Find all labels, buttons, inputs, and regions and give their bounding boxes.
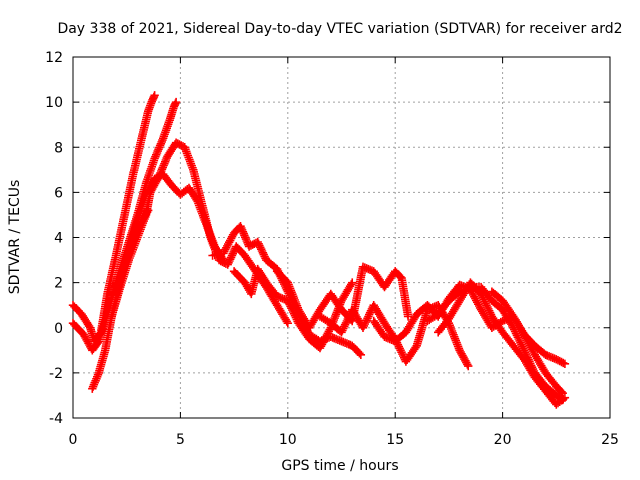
data-point-marker: [171, 97, 181, 107]
y-tick-label: 6: [54, 185, 63, 201]
y-tick-label: 0: [54, 321, 63, 337]
y-tick-label: -4: [49, 411, 63, 427]
data-point-marker: [348, 278, 357, 287]
data-point-marker: [150, 91, 159, 100]
data-point-marker: [560, 393, 570, 402]
x-axis-tick-labels: 0 5 10 15 20 25: [69, 432, 619, 448]
data-point-marker: [558, 388, 567, 398]
series-track-e: [111, 206, 153, 299]
axis-ticks: [72, 56, 611, 419]
data-point-marker: [464, 361, 473, 371]
chart-title: Day 338 of 2021, Sidereal Day-to-day VTE…: [57, 21, 622, 37]
y-tick-label: 10: [45, 95, 63, 111]
x-tick-label: 10: [279, 432, 297, 448]
data-point-marker: [403, 312, 413, 321]
x-tick-label: 15: [386, 432, 404, 448]
data-point-marker: [356, 350, 366, 360]
series-track-i: [315, 301, 473, 371]
data-point-marker: [560, 359, 570, 369]
data-series: [68, 91, 570, 409]
series-track-m: [487, 287, 567, 398]
data-point-marker: [557, 387, 566, 396]
x-tick-label: 0: [69, 432, 78, 448]
series-track-h: [272, 262, 413, 332]
y-tick-label: -2: [49, 366, 63, 382]
y-tick-label: 12: [45, 50, 63, 66]
series-track-g: [229, 264, 357, 353]
x-tick-label: 20: [494, 432, 512, 448]
data-point-marker: [143, 206, 153, 215]
grid-lines: [73, 57, 610, 418]
y-tick-label: 8: [54, 140, 63, 156]
y-tick-label: 4: [54, 231, 63, 247]
x-axis-label: GPS time / hours: [281, 458, 398, 474]
series-track-d: [107, 138, 292, 328]
y-tick-label: 2: [54, 276, 63, 292]
x-tick-label: 5: [176, 432, 185, 448]
y-axis-label: SDTVAR / TECUs: [7, 180, 23, 295]
y-axis-tick-labels: -4 -2 0 2 4 6 8 10 12: [45, 50, 63, 427]
x-tick-label: 25: [601, 432, 619, 448]
series-track-l: [434, 278, 570, 409]
data-point-marker: [283, 319, 292, 328]
series-track-a: [68, 91, 159, 346]
